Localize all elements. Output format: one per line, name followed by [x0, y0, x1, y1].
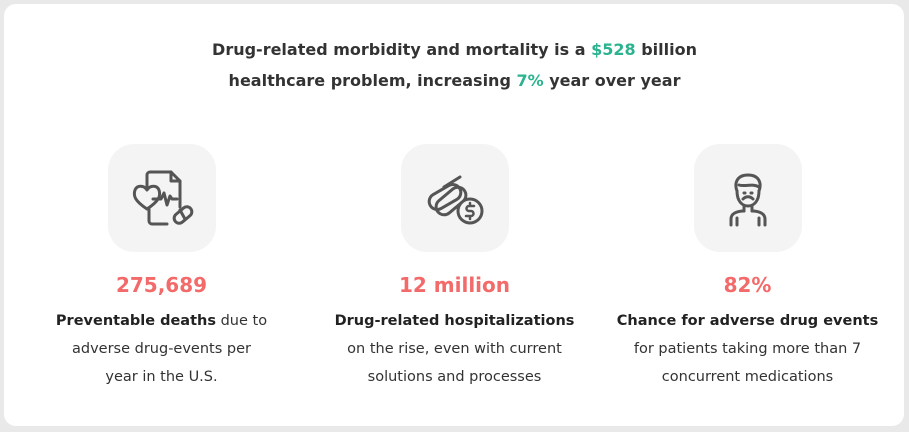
stat-text: for patients taking more than 7 — [633, 341, 862, 357]
stat-adverse-events: 82% Chance for adverse drug events for p… — [601, 144, 894, 391]
stat-description: Drug-related hospitalizations on the ris… — [308, 307, 601, 391]
headline-percent: 7% — [516, 71, 544, 90]
stat-text: year in the U.S. — [105, 369, 218, 385]
headline-amount: $528 — [591, 40, 636, 59]
stat-value: 12 million — [398, 273, 511, 297]
stat-bold-text: Preventable deaths — [55, 313, 216, 329]
sad-patient-icon — [693, 144, 802, 252]
stat-text: due to — [215, 313, 268, 329]
stat-hospitalizations: 12 million Drug-related hospitalizations… — [308, 144, 601, 391]
headline-text: Drug-related morbidity and mortality is … — [212, 40, 592, 59]
stat-value: 82% — [723, 273, 772, 297]
stat-text: concurrent medications — [661, 369, 834, 385]
stat-description: Preventable deaths due to adverse drug-e… — [15, 307, 308, 391]
stat-text: on the rise, even with current — [347, 341, 562, 357]
stat-bold-text: Chance for adverse drug events — [616, 313, 879, 329]
medical-record-heart-pill-icon — [107, 144, 216, 252]
headline-text: healthcare problem, increasing — [228, 71, 517, 90]
pills-dollar-icon — [400, 144, 509, 252]
stat-preventable-deaths: 275,689 Preventable deaths due to advers… — [15, 144, 308, 391]
headline: Drug-related morbidity and mortality is … — [0, 34, 909, 96]
stat-text: adverse drug-events per — [72, 341, 251, 357]
stat-description: Chance for adverse drug events for patie… — [601, 307, 894, 391]
headline-text: year over year — [543, 71, 681, 90]
stat-value: 275,689 — [115, 273, 208, 297]
headline-text: billion — [635, 40, 697, 59]
stat-bold-text: Drug-related hospitalizations — [334, 313, 575, 329]
stat-text: solutions and processes — [367, 369, 542, 385]
